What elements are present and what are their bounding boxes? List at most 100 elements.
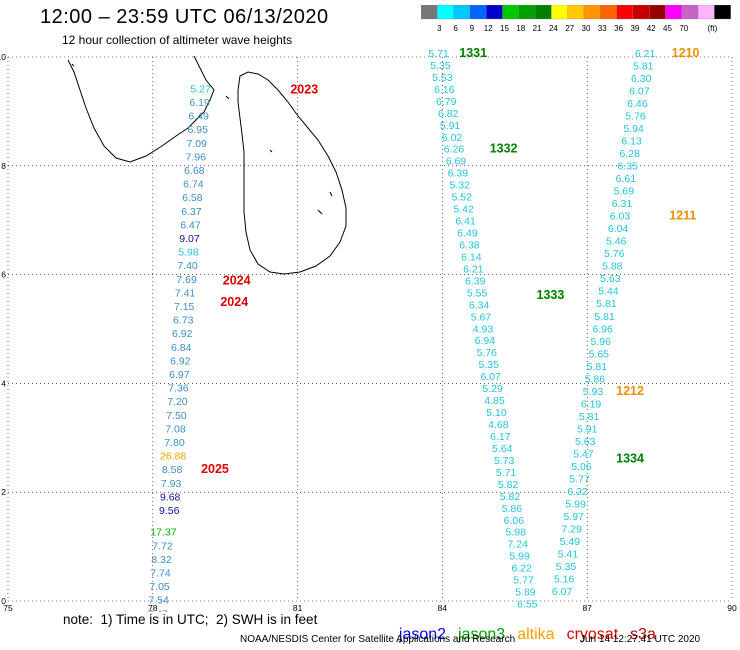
colorbar-label: 3: [437, 24, 442, 33]
wave-height-value: 6.16: [434, 84, 455, 96]
wave-height-value: 6.79: [436, 96, 457, 108]
wave-height-value: 5.69: [614, 186, 635, 198]
wave-height-value: 6.14: [461, 251, 482, 263]
page-title: 12:00 – 23:59 UTC 06/13/2020: [40, 6, 329, 28]
wave-height-value: 9.56: [159, 505, 180, 517]
wave-height-value: 7.50: [166, 410, 187, 422]
wave-height-value: 6.69: [446, 156, 467, 168]
wave-height-value: 6.95: [187, 124, 208, 136]
wave-height-value: 5.42: [453, 204, 474, 216]
colorbar-label: 42: [647, 24, 656, 33]
wave-height-value: 5.82: [498, 479, 519, 491]
wave-height-value: 7.29: [562, 523, 583, 535]
wave-height-value: 7.74: [150, 568, 171, 580]
wave-height-value: 6.39: [465, 275, 486, 287]
wave-height-value: 6.94: [475, 335, 496, 347]
colorbar-label: 15: [500, 24, 509, 33]
sri-lanka-coastline: [237, 71, 347, 275]
x-tick-label: 78: [148, 603, 158, 612]
wave-height-value: 5.35: [430, 60, 451, 72]
wave-height-value: 6.22: [567, 486, 588, 498]
wave-height-value: 8.32: [151, 554, 172, 566]
satellite-s3a: s3a: [630, 626, 656, 643]
wave-height-value: 6.41: [455, 216, 476, 228]
wave-height-value: 17.37: [150, 527, 176, 539]
wave-height-value: 5.76: [604, 248, 625, 260]
wave-height-value: 5.98: [178, 247, 199, 259]
x-tick-label: 75: [3, 603, 13, 612]
page-subtitle: 12 hour collection of altimeter wave hei…: [62, 33, 293, 47]
wave-height-value: 5.49: [560, 536, 581, 548]
wave-height-value: 5.76: [625, 111, 646, 123]
axis-ticks: 75 78 81 84 87 90 0 2 4 6 8 10: [0, 52, 737, 612]
wave-height-value: 5.71: [428, 48, 449, 60]
wave-height-value: 5.76: [519, 610, 540, 612]
y-tick-label: 10: [0, 52, 6, 62]
wave-height-value: 6.21: [463, 263, 484, 275]
wave-height-value: 5.99: [509, 551, 530, 563]
colorbar-label: 6: [453, 24, 458, 33]
wave-height-value: 5.97: [563, 511, 584, 523]
wave-height-value: 7.93: [161, 478, 182, 490]
wave-height-value: 6.84: [171, 342, 192, 354]
wave-height-value: 7.40: [177, 260, 198, 272]
wave-height-value: 7.69: [176, 274, 197, 286]
wave-height-value: 5.32: [450, 180, 471, 192]
wave-height-value: 5.76: [477, 347, 498, 359]
wave-height-value: 5.44: [598, 286, 619, 298]
wave-height-value: 5.71: [496, 467, 517, 479]
wave-height-value: 9.07: [179, 233, 200, 245]
x-tick-label: 90: [727, 603, 737, 612]
wave-height-value: 5.64: [492, 443, 513, 455]
wave-height-value: 5.35: [556, 561, 577, 573]
wave-height-value: 6.17: [490, 431, 511, 443]
color-scale-legend: 3 6 9 12 15 18 21 24 27 30 33 36 39 42 45 70 (ft): [421, 5, 731, 33]
wave-height-value: 5.65: [589, 348, 610, 360]
wave-height-value: 7.72: [152, 540, 173, 552]
wave-height-value: 7.09: [187, 138, 208, 150]
wave-height-value: 6.02: [442, 132, 463, 144]
wave-height-value: 5.55: [467, 287, 488, 299]
wave-height-value: 5.35: [479, 359, 500, 371]
wave-height-value: 7.36: [168, 383, 189, 395]
wave-height-value: 7.05: [149, 581, 170, 593]
colorbar-label: 21: [533, 24, 542, 33]
wave-height-value: 6.58: [182, 192, 203, 204]
wave-height-value: 5.82: [500, 491, 521, 503]
wave-height-value: 6.38: [459, 239, 480, 251]
wave-height-value: 4.68: [488, 419, 509, 431]
wave-height-value: 7.24: [507, 539, 528, 551]
wave-height-value: 6.35: [618, 161, 639, 173]
wave-height-value: 6.74: [183, 179, 204, 191]
wave-height-value: 7.41: [175, 287, 196, 299]
wave-height-value: 5.81: [587, 361, 608, 373]
wave-height-value: 6.07: [480, 371, 501, 383]
wave-height-value: 6.39: [448, 168, 469, 180]
credit-line: NOAA/NESDIS Center for Satellite Applica…: [240, 634, 516, 645]
wave-height-value: 6.31: [612, 198, 633, 210]
wave-height-value: 5.91: [577, 423, 598, 435]
pass-number-label: 2024: [223, 273, 251, 287]
colorbar-label: 27: [565, 24, 574, 33]
wave-height-value: 7.54: [148, 595, 169, 607]
wave-height-value: 6.26: [444, 144, 465, 156]
wave-height-value: 6.13: [621, 136, 642, 148]
x-tick-label: 81: [293, 603, 303, 612]
wave-height-value: 5.96: [590, 336, 611, 348]
wave-height-value: 5.06: [571, 461, 592, 473]
wave-height-value: 6.03: [610, 211, 631, 223]
wave-height-values: 5.276.196.496.957.097.966.686.746.586.37…: [147, 48, 655, 612]
pass-number-label: 1212: [616, 384, 644, 398]
wave-height-value: 5.91: [440, 120, 461, 132]
colorbar-unit: (ft): [708, 24, 718, 33]
wave-height-value: 6.61: [616, 173, 637, 185]
wave-height-value: 5.29: [482, 383, 503, 395]
pass-number-label: 1332: [490, 142, 518, 156]
wave-height-value: 5.98: [506, 527, 527, 539]
wave-height-value: 5.10: [486, 407, 507, 419]
wave-height-value: 6.96: [592, 323, 613, 335]
colorbar-label: 70: [679, 24, 688, 33]
x-tick-label: 84: [438, 603, 448, 612]
wave-height-value: 6.19: [189, 97, 210, 109]
satellite-legend: jason2 jason3 altika cryosat s3a: [390, 608, 668, 644]
